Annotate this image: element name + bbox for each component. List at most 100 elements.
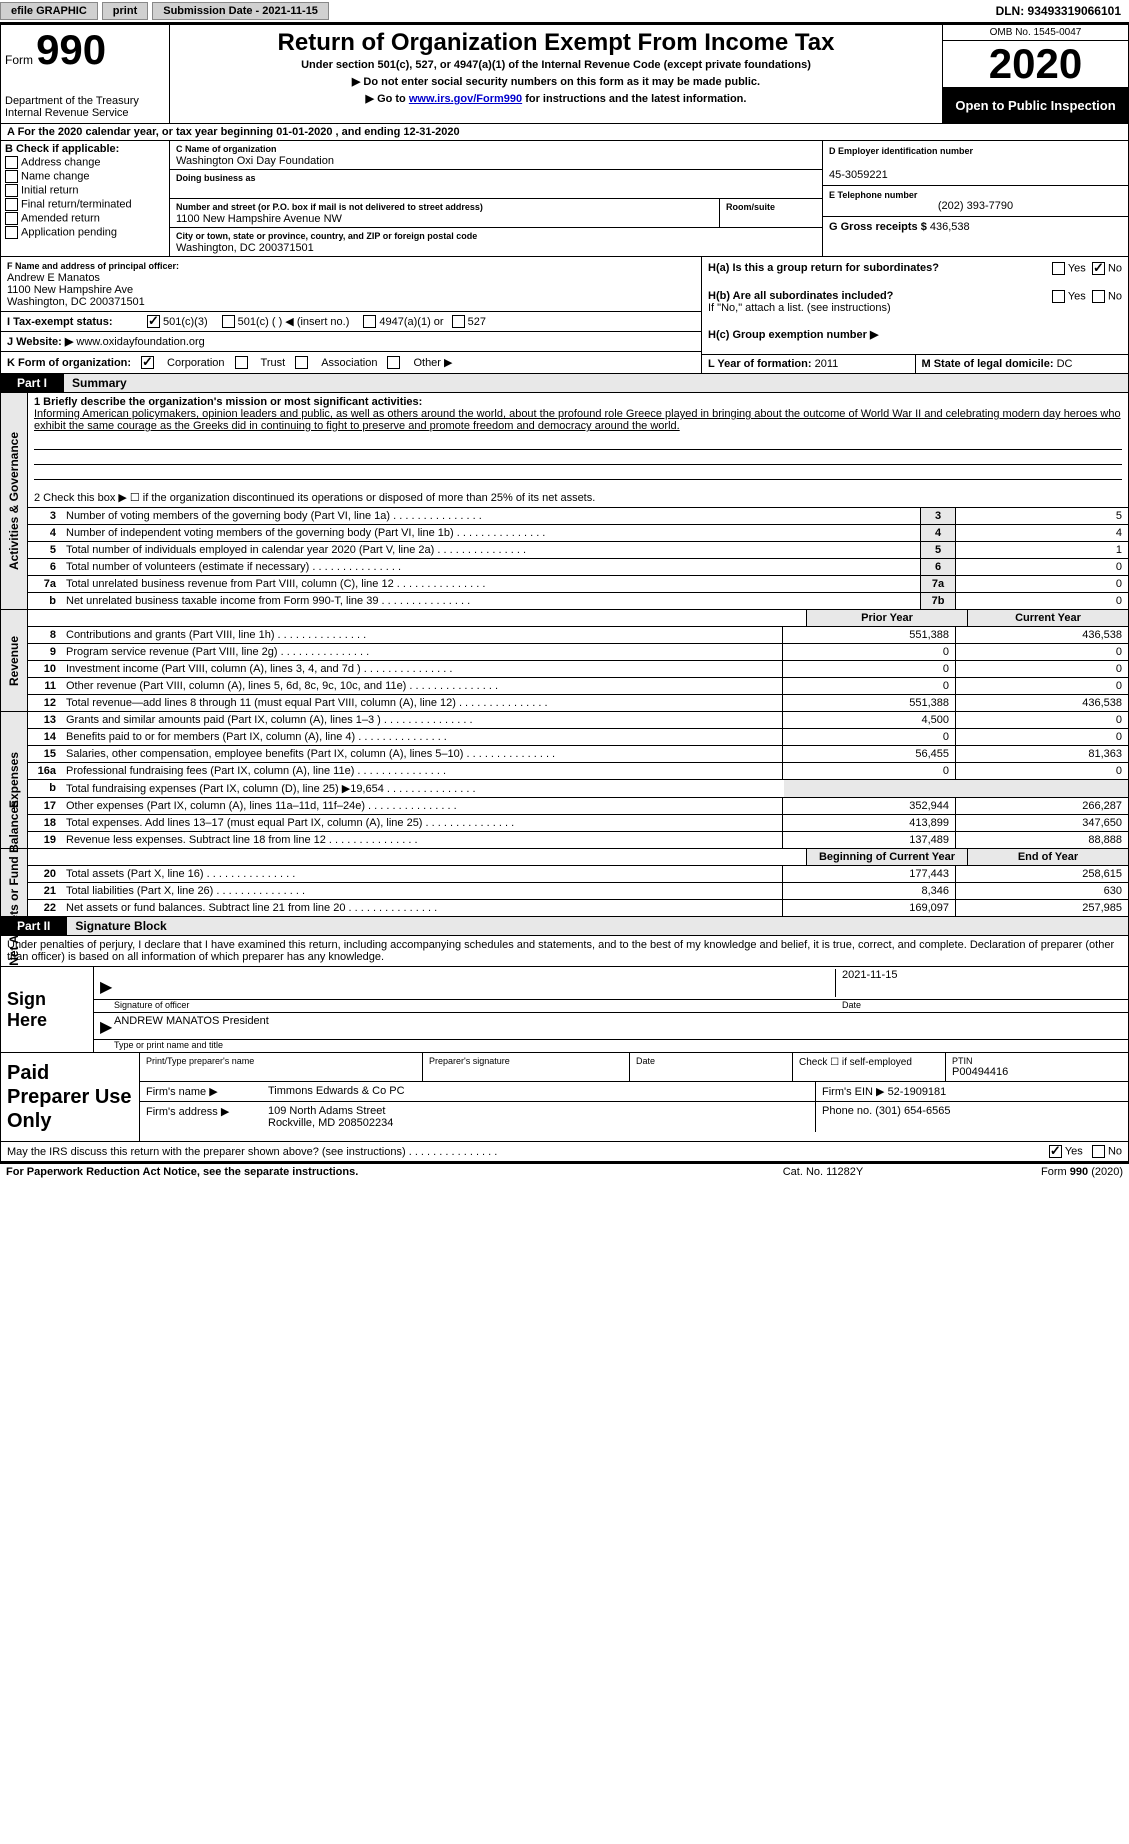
chk-final-return[interactable]: Final return/terminated — [5, 198, 165, 211]
open-public-inspection: Open to Public Inspection — [943, 88, 1128, 123]
chk-corporation[interactable] — [141, 356, 154, 369]
part2-body: Under penalties of perjury, I declare th… — [0, 936, 1129, 1162]
street-address: 1100 New Hampshire Avenue NW — [176, 213, 342, 225]
preparer-row-1: Print/Type preparer's name Preparer's si… — [140, 1053, 1128, 1082]
hb-yes[interactable] — [1052, 290, 1065, 303]
officer-signature-field[interactable] — [114, 969, 835, 997]
form-subtitle: Under section 501(c), 527, or 4947(a)(1)… — [176, 59, 936, 71]
line1-mission: 1 Briefly describe the organization's mi… — [28, 393, 1128, 435]
chk-name-change[interactable]: Name change — [5, 170, 165, 183]
ha-yes[interactable] — [1052, 262, 1065, 275]
irs-discuss-row: May the IRS discuss this return with the… — [1, 1141, 1128, 1161]
data-row: 13Grants and similar amounts paid (Part … — [28, 712, 1128, 729]
discuss-no[interactable] — [1092, 1145, 1105, 1158]
section-bcdeg: B Check if applicable: Address change Na… — [0, 141, 1129, 257]
data-row: 16aProfessional fundraising fees (Part I… — [28, 763, 1128, 780]
firm-name: Timmons Edwards & Co PC — [262, 1082, 815, 1101]
vtab-net-assets: Net Assets or Fund Balances — [1, 849, 28, 916]
gov-row: 5Total number of individuals employed in… — [28, 541, 1128, 558]
blank-line — [34, 465, 1122, 480]
perjury-declaration: Under penalties of perjury, I declare th… — [1, 936, 1128, 967]
chk-other[interactable] — [387, 356, 400, 369]
data-row: 10Investment income (Part VIII, column (… — [28, 661, 1128, 678]
chk-527[interactable] — [452, 315, 465, 328]
chk-amended-return[interactable]: Amended return — [5, 212, 165, 225]
data-row: 20Total assets (Part X, line 16)177,4432… — [28, 866, 1128, 883]
paid-preparer-label: Paid Preparer Use Only — [1, 1053, 140, 1141]
data-row: 22Net assets or fund balances. Subtract … — [28, 900, 1128, 916]
gov-row: 6Total number of volunteers (estimate if… — [28, 558, 1128, 575]
chk-501c3[interactable] — [147, 315, 160, 328]
header-block: Form 990 Department of the Treasury Inte… — [0, 23, 1129, 124]
form-prefix: Form — [5, 53, 33, 67]
chk-association[interactable] — [295, 356, 308, 369]
data-row: 17Other expenses (Part IX, column (A), l… — [28, 798, 1128, 815]
header-right: OMB No. 1545-0047 2020 Open to Public In… — [942, 25, 1128, 123]
officer-addr1: 1100 New Hampshire Ave — [7, 284, 133, 296]
irs-link[interactable]: www.irs.gov/Form990 — [409, 93, 522, 105]
header-mid: Return of Organization Exempt From Incom… — [170, 25, 942, 123]
data-row: 21Total liabilities (Part X, line 26)8,3… — [28, 883, 1128, 900]
dln-label: DLN: 93493319066101 — [996, 4, 1129, 18]
data-row: 12Total revenue—add lines 8 through 11 (… — [28, 695, 1128, 711]
website-value: www.oxidayfoundation.org — [76, 336, 204, 348]
net-header-row: Beginning of Current Year End of Year — [28, 849, 1128, 866]
data-row: 15Salaries, other compensation, employee… — [28, 746, 1128, 763]
footer: For Paperwork Reduction Act Notice, see … — [0, 1162, 1129, 1180]
cat-no: Cat. No. 11282Y — [723, 1166, 923, 1178]
ha-group-return: H(a) Is this a group return for subordin… — [708, 262, 1122, 275]
part1-governance: Activities & Governance 1 Briefly descri… — [0, 393, 1129, 610]
chk-application-pending[interactable]: Application pending — [5, 226, 165, 239]
sign-here-block: Sign Here ▶ 2021-11-15 Signature of offi… — [1, 967, 1128, 1053]
submission-date: Submission Date - 2021-11-15 — [152, 2, 329, 20]
discuss-yes[interactable] — [1049, 1145, 1062, 1158]
data-row: bTotal fundraising expenses (Part IX, co… — [28, 780, 1128, 798]
arrow-icon: ▶ — [100, 1017, 114, 1037]
blank-line — [34, 450, 1122, 465]
org-name: Washington Oxi Day Foundation — [176, 155, 334, 167]
preparer-firm-addr-row: Firm's address ▶ 109 North Adams StreetR… — [140, 1102, 1128, 1132]
chk-address-change[interactable]: Address change — [5, 156, 165, 169]
gov-row: 3Number of voting members of the governi… — [28, 507, 1128, 524]
col-h-group: H(a) Is this a group return for subordin… — [702, 257, 1128, 373]
hb-no[interactable] — [1092, 290, 1105, 303]
efile-label: efile GRAPHIC — [0, 2, 98, 20]
row-a-tax-year: A For the 2020 calendar year, or tax yea… — [0, 124, 1129, 141]
col-deg-right: D Employer identification number 45-3059… — [822, 141, 1128, 256]
data-row: 14Benefits paid to or for members (Part … — [28, 729, 1128, 746]
vtab-governance: Activities & Governance — [1, 393, 28, 609]
hc-group-exemption: H(c) Group exemption number ▶ — [708, 328, 1122, 341]
gov-row: 7aTotal unrelated business revenue from … — [28, 575, 1128, 592]
omb-label: OMB No. 1545-0047 — [943, 25, 1128, 41]
chk-trust[interactable] — [235, 356, 248, 369]
line2-discontinued: 2 Check this box ▶ ☐ if the organization… — [28, 488, 1128, 507]
row-i-tax-status: I Tax-exempt status: 501(c)(3) 501(c) ( … — [1, 311, 701, 332]
phone-value: (202) 393-7790 — [938, 200, 1013, 212]
header-left: Form 990 Department of the Treasury Inte… — [1, 25, 170, 123]
preparer-firm-name-row: Firm's name ▶ Timmons Edwards & Co PC Fi… — [140, 1082, 1128, 1102]
ha-no[interactable] — [1092, 262, 1105, 275]
gov-row: 4Number of independent voting members of… — [28, 524, 1128, 541]
ptin-value: P00494416 — [952, 1066, 1008, 1078]
part1-revenue: Revenue Prior Year Current Year 8Contrib… — [0, 610, 1129, 712]
form-footer-label: Form 990 (2020) — [923, 1166, 1123, 1178]
chk-initial-return[interactable]: Initial return — [5, 184, 165, 197]
form-990-page: efile GRAPHIC print Submission Date - 20… — [0, 0, 1129, 1180]
officer-addr2: Washington, DC 200371501 — [7, 296, 145, 308]
tax-year: 2020 — [943, 41, 1128, 88]
chk-501c[interactable] — [222, 315, 235, 328]
part1-header: Part I Summary — [0, 374, 1129, 393]
form-number: 990 — [36, 26, 106, 73]
arrow-icon: ▶ — [100, 977, 114, 997]
topbar: efile GRAPHIC print Submission Date - 20… — [0, 0, 1129, 23]
vtab-revenue: Revenue — [1, 610, 28, 711]
row-j-website: J Website: ▶ www.oxidayfoundation.org — [1, 332, 701, 352]
officer-name: Andrew E Manatos — [7, 272, 100, 284]
paid-preparer-block: Paid Preparer Use Only Print/Type prepar… — [1, 1053, 1128, 1141]
print-button[interactable]: print — [102, 2, 148, 20]
ein-value: 45-3059221 — [829, 169, 888, 181]
gov-row: bNet unrelated business taxable income f… — [28, 592, 1128, 609]
chk-4947[interactable] — [363, 315, 376, 328]
firm-ein: 52-1909181 — [888, 1086, 947, 1098]
row-l-year-formation: L Year of formation: 2011 — [702, 355, 916, 373]
